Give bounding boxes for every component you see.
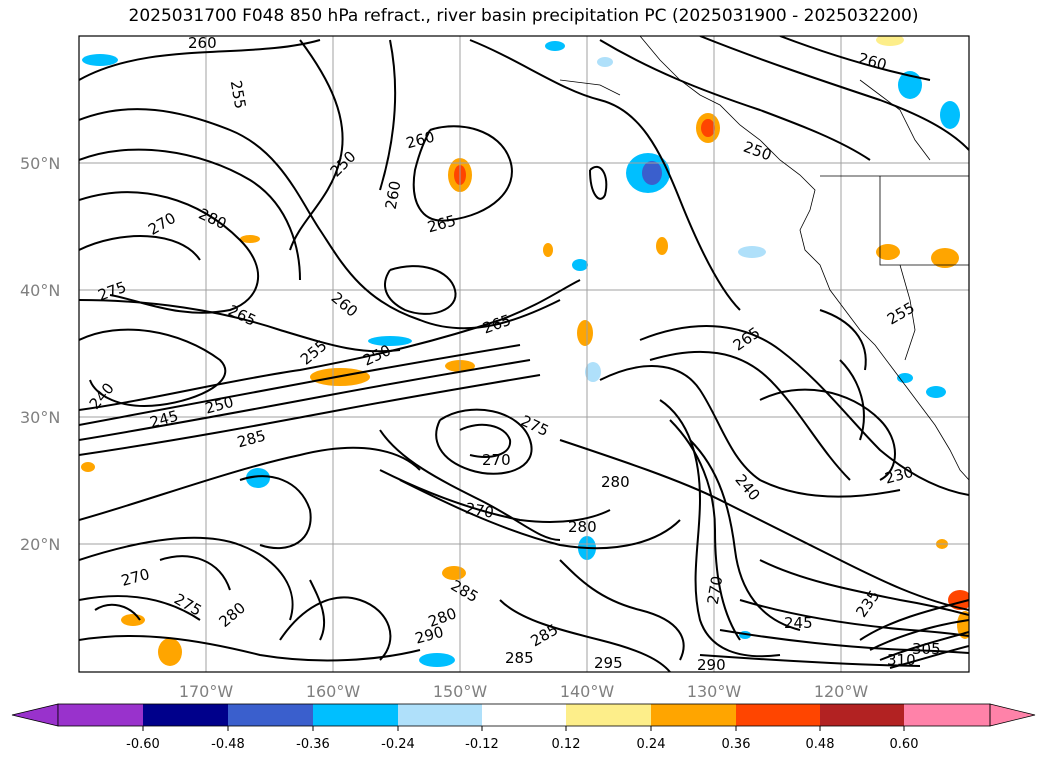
colorbar-segment bbox=[398, 704, 482, 726]
contour-label: 260 bbox=[188, 34, 217, 52]
lon-tick-label: 160°W bbox=[306, 682, 361, 701]
lon-tick-label: 130°W bbox=[687, 682, 742, 701]
lat-axis: 50°N 40°N 30°N 20°N bbox=[20, 154, 60, 554]
contour-label: 305 bbox=[912, 640, 941, 658]
colorbar-segment bbox=[143, 704, 228, 726]
contour-label: 260 bbox=[382, 179, 405, 210]
colorbar-tick-label: 0.24 bbox=[637, 737, 666, 752]
colorbar-tick-label: 0.60 bbox=[890, 737, 919, 752]
contour-label: 270 bbox=[464, 499, 495, 522]
colorbar-segment bbox=[904, 704, 990, 726]
colorbar-segment bbox=[313, 704, 398, 726]
lon-tick-label: 140°W bbox=[560, 682, 615, 701]
contour-label: 245 bbox=[784, 614, 813, 632]
contour-label: 280 bbox=[601, 473, 630, 491]
colorbar-segment bbox=[651, 704, 736, 726]
map-frame bbox=[78, 35, 970, 673]
colorbar-tick-label: -0.48 bbox=[211, 737, 245, 752]
colorbar-segment bbox=[820, 704, 904, 726]
contour-label: 285 bbox=[505, 649, 534, 667]
lon-tick-label: 150°W bbox=[433, 682, 488, 701]
contour-label: 280 bbox=[568, 518, 597, 536]
colorbar-tick-label: -0.36 bbox=[296, 737, 330, 752]
refractivity-contours bbox=[79, 36, 969, 672]
colorbar-segment bbox=[566, 704, 651, 726]
lon-axis: 170°W 160°W 150°W 140°W 130°W 120°W bbox=[179, 682, 869, 701]
colorbar-tick-label: -0.60 bbox=[126, 737, 160, 752]
colorbar-tick-label: 0.12 bbox=[552, 737, 581, 752]
contour-label: 255 bbox=[227, 79, 250, 110]
colorbar-segment bbox=[228, 704, 313, 726]
colorbar: -0.60 -0.48 -0.36 -0.24 -0.12 0.12 0.24 … bbox=[11, 703, 1036, 752]
lon-tick-label: 120°W bbox=[814, 682, 869, 701]
lat-tick-label: 40°N bbox=[20, 281, 60, 300]
contour-label: 290 bbox=[697, 656, 726, 674]
colorbar-segment bbox=[482, 704, 566, 726]
map-gridlines bbox=[79, 36, 969, 672]
lat-tick-label: 20°N bbox=[20, 535, 60, 554]
map-title: 2025031700 F048 850 hPa refract., river … bbox=[128, 6, 919, 26]
contour-label: 270 bbox=[482, 451, 511, 469]
lat-tick-label: 50°N bbox=[20, 154, 60, 173]
lat-tick-label: 30°N bbox=[20, 408, 60, 427]
colorbar-segment bbox=[58, 704, 143, 726]
colorbar-tick-label: -0.12 bbox=[465, 737, 499, 752]
contour-label: 295 bbox=[594, 654, 623, 672]
colorbar-tick-label: -0.24 bbox=[381, 737, 415, 752]
colorbar-extend-low bbox=[11, 703, 59, 727]
contour-label: 310 bbox=[887, 651, 916, 669]
lon-tick-label: 170°W bbox=[179, 682, 234, 701]
colorbar-segment bbox=[736, 704, 820, 726]
coastlines bbox=[559, 36, 969, 481]
colorbar-tick-label: 0.48 bbox=[806, 737, 835, 752]
colorbar-tick-label: 0.36 bbox=[722, 737, 751, 752]
contour-label: 270 bbox=[704, 575, 727, 606]
colorbar-extend-high bbox=[989, 703, 1036, 727]
